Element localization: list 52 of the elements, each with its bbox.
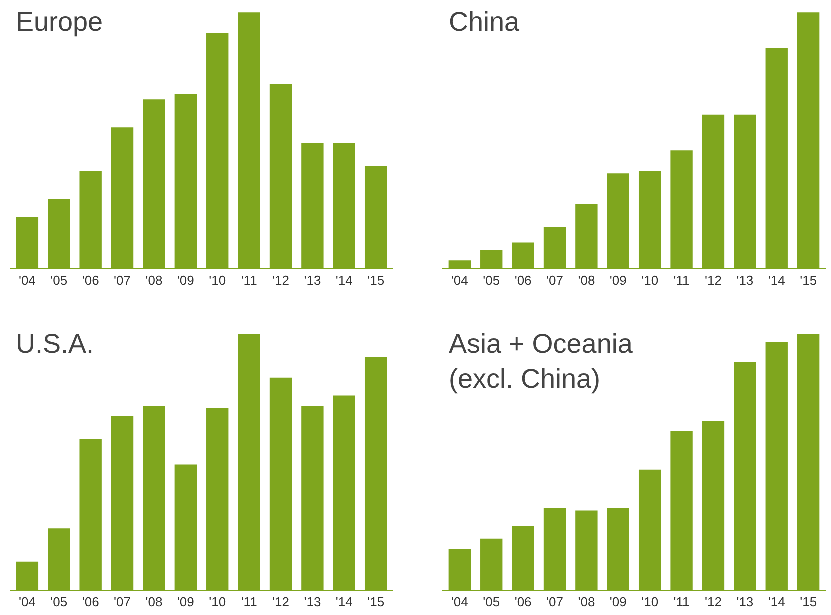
x-tick-label: '12 (272, 594, 290, 610)
x-tick-label: '13 (736, 594, 754, 610)
x-tick-label: '05 (50, 594, 68, 610)
chart-title: U.S.A. (16, 329, 94, 359)
x-tick-label: '06 (514, 594, 532, 610)
x-tick-label: '15 (800, 594, 818, 610)
x-tick-label: '13 (736, 272, 754, 288)
x-tick-label: '11 (241, 272, 258, 288)
x-tick-label: '09 (610, 594, 627, 610)
x-tick-label: '06 (514, 272, 532, 288)
x-tick-label: '11 (674, 594, 690, 610)
x-tick-label: '10 (642, 272, 659, 288)
x-tick-label: '06 (82, 272, 100, 288)
x-tick-label: '14 (768, 272, 786, 288)
x-tick-label: '06 (82, 594, 100, 610)
x-tick-label: '04 (18, 594, 36, 610)
chart-title: Europe (16, 7, 104, 37)
x-tick-label: '14 (768, 594, 786, 610)
x-tick-label: '08 (146, 594, 163, 610)
x-tick-label: '12 (705, 594, 722, 610)
x-tick-label: '05 (50, 272, 68, 288)
x-tick-label: '15 (368, 272, 385, 288)
x-tick-label: '09 (177, 272, 194, 288)
chart-title: China (449, 7, 521, 37)
x-tick-label: '12 (272, 272, 290, 288)
x-tick-label: '07 (546, 594, 564, 610)
x-tick-label: '11 (674, 272, 690, 288)
x-tick-label: '05 (483, 594, 500, 610)
x-tick-label: '14 (336, 594, 353, 610)
x-tick-label: '10 (642, 594, 659, 610)
x-tick-label: '04 (18, 272, 36, 288)
x-tick-label: '15 (800, 272, 818, 288)
x-tick-label: '09 (177, 594, 194, 610)
x-tick-label: '12 (705, 272, 722, 288)
x-tick-label: '07 (546, 272, 564, 288)
x-tick-label: '08 (578, 272, 596, 288)
x-tick-label: '14 (336, 272, 353, 288)
x-tick-label: '07 (114, 594, 131, 610)
x-tick-label: '04 (451, 272, 468, 288)
x-tick-label: '08 (146, 272, 163, 288)
x-tick-label: '10 (209, 594, 226, 610)
x-tick-label: '04 (451, 594, 468, 610)
x-tick-label: '15 (368, 594, 385, 610)
x-tick-label: '13 (304, 272, 322, 288)
x-tick-label: '10 (209, 272, 226, 288)
x-tick-label: '11 (241, 594, 258, 610)
x-tick-label: '08 (578, 594, 596, 610)
x-tick-label: '07 (114, 272, 131, 288)
text: Asia + Oceania (excl. China) (449, 329, 634, 394)
x-tick-label: '05 (483, 272, 500, 288)
x-tick-label: '13 (304, 594, 322, 610)
x-tick-label: '09 (610, 272, 627, 288)
